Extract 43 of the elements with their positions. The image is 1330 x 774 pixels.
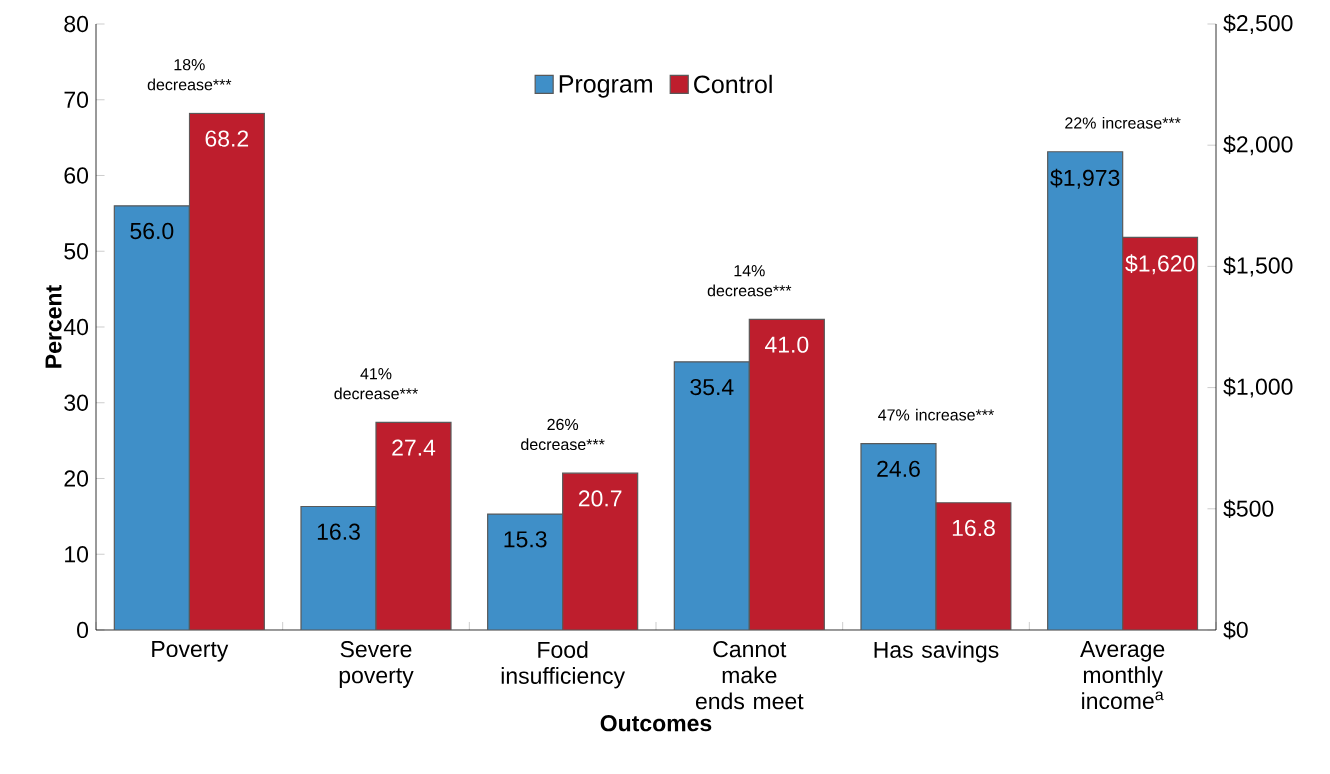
y2-tick-label: $1,000 — [1223, 377, 1293, 398]
data-label: 68.2 — [205, 130, 249, 147]
y2-tick-label: $2,500 — [1223, 14, 1293, 34]
data-label: 56.0 — [130, 222, 174, 240]
y-tick-label: 20 — [64, 470, 89, 487]
y-tick-label: 50 — [64, 243, 89, 260]
x-tick-label: Average monthly income$^{a}$ — [1080, 641, 1165, 710]
data-label: 41.0 — [764, 336, 809, 353]
y-axis-title: Percent — [45, 285, 62, 368]
y-tick-label: 10 — [65, 546, 89, 563]
y2-tick-label: $1,500 — [1223, 256, 1293, 277]
data-label: 15.3 — [504, 531, 547, 548]
x-tick-label: Cannot make ends meet — [695, 641, 804, 710]
y-tick-label: 60 — [64, 167, 89, 184]
annotation: 26% decrease*** — [521, 418, 605, 451]
y-tick-label: 30 — [64, 394, 89, 411]
data-label: $1,620 — [1125, 254, 1195, 275]
data-label: 16.3 — [317, 523, 360, 540]
x-tick-label: Food insufficiency — [501, 641, 626, 689]
x-tick-label: Has savings — [874, 641, 999, 663]
data-label: 20.7 — [578, 490, 622, 507]
legend-label: Control — [694, 74, 772, 94]
data-label: 35.4 — [690, 378, 734, 396]
y-tick-label: 80 — [64, 15, 89, 33]
data-label: $1,973 — [1050, 168, 1120, 189]
annotation: 18% decrease*** — [147, 59, 232, 91]
y-tick-label: 70 — [64, 91, 89, 108]
annotation: 47% increase*** — [878, 408, 994, 421]
data-label: 24.6 — [877, 460, 920, 477]
annotation: 41% decrease*** — [334, 368, 418, 400]
legend-label: Program — [559, 75, 652, 98]
y2-tick-label: $2,000 — [1223, 135, 1293, 156]
x-tick-label: Poverty — [152, 641, 229, 662]
y2-tick-label: $0 — [1223, 620, 1248, 640]
x-tick-label: Severe poverty — [339, 641, 414, 688]
y-tick-label: 0 — [77, 621, 89, 639]
annotation: 14% decrease*** — [707, 265, 792, 297]
data-label: 16.8 — [952, 519, 995, 537]
annotation: 22% increase*** — [1065, 116, 1181, 129]
x-axis-title: Outcomes — [600, 715, 712, 732]
y2-tick-label: $500 — [1223, 499, 1274, 519]
y-tick-label: 40 — [63, 318, 89, 336]
data-label: 27.4 — [392, 439, 436, 456]
